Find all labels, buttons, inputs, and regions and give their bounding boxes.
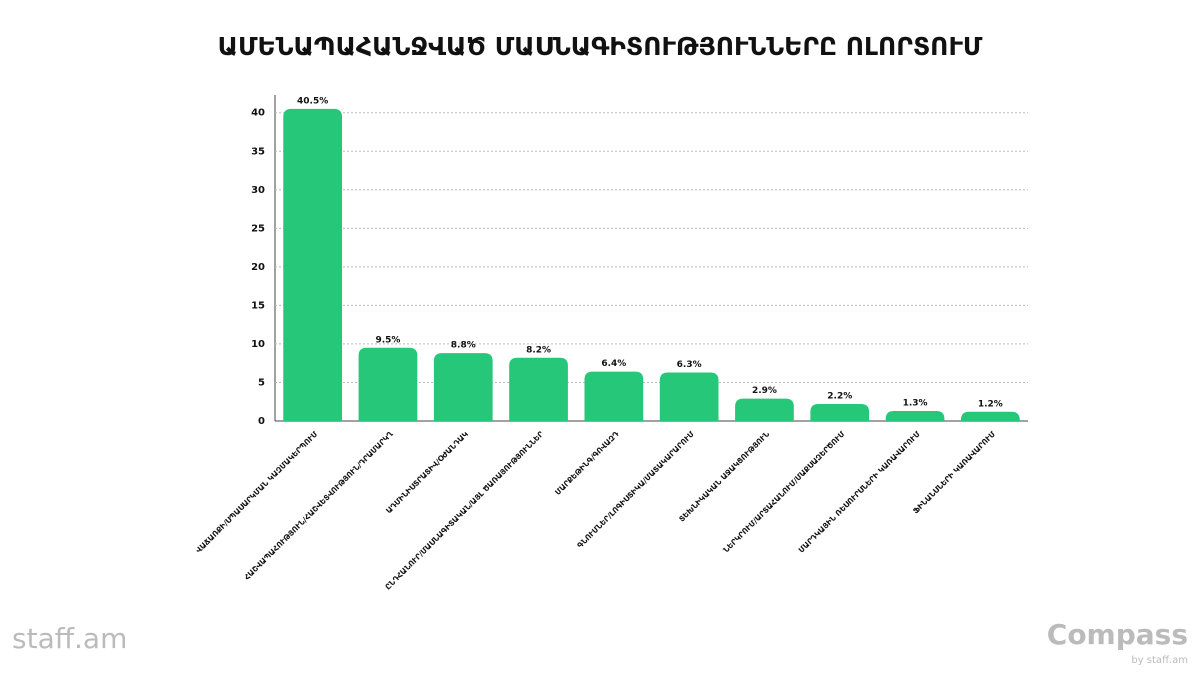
- x-tick-label: ԸՆԴՀԱՆՈՒՐ/ՄԱՍՆԱԳԻՏԱԿԱՆ/ԱՅԼ ԾԱՌԱՅՈՒԹՅՈՒՆՆ…: [383, 429, 545, 591]
- value-label: 1.2%: [978, 399, 1003, 409]
- x-tick-label: ՄԱՐՔԵԹԻՆԳ/ԳՈՎԱԶԴ: [553, 429, 621, 497]
- y-tick-label: 5: [258, 377, 265, 388]
- x-tick-label: ՀԱՇՎԱՊԱՀՈՒԹՅՈՒՆ/ՀԱՇՎԵՏՎՈՒԹՅՈՒՆ/ԴՐԱՄԱՐԿՂ: [242, 429, 395, 582]
- value-label: 9.5%: [375, 335, 400, 345]
- bar: [584, 371, 644, 421]
- value-label: 40.5%: [297, 96, 328, 106]
- x-tick-label: ՆԵՐԿՐՈՒՄ/ԱՐՏԱՀԱՆՈՒՄ/ՄԱՔՍԱԶԵՐԾՈՒՄ: [721, 429, 846, 554]
- chart-title: ԱՄԵՆԱՊԱՀԱՆՋՎԱԾ ՄԱՍՆԱԳԻՏՈՒԹՅՈՒՆՆԵՐԸ ՈԼՈՐՏ…: [218, 32, 983, 61]
- x-tick-label: ՎԱՃԱՌՔԻ/ՍՊԱՍԱՐԿՄԱՆ ԿԱԶՄԱԿԵՐՊՈՒՄ: [194, 429, 320, 555]
- bar: [885, 410, 945, 421]
- value-label: 8.2%: [526, 345, 551, 355]
- logo-right-sub: by staff.am: [1131, 655, 1188, 666]
- y-tick-label: 35: [251, 146, 265, 157]
- bar: [283, 108, 343, 421]
- bar: [659, 372, 719, 421]
- y-tick-label: 15: [251, 300, 265, 311]
- value-label: 2.2%: [827, 392, 852, 402]
- bar: [509, 357, 568, 421]
- bar: [433, 353, 493, 421]
- value-label: 1.3%: [903, 398, 928, 408]
- x-tick-label: ՖԻՆԱՆՍՆԵՐԻ ԿԱՌԱՎԱՐՈՒՄ: [911, 429, 997, 515]
- bar: [960, 411, 1020, 421]
- bar: [810, 404, 870, 421]
- logo-left: staff.am: [12, 622, 127, 655]
- y-tick-label: 30: [251, 185, 265, 196]
- bar: [735, 398, 794, 421]
- y-tick-label: 0: [258, 416, 265, 427]
- y-tick-label: 20: [251, 262, 265, 273]
- x-tick-label: ՄԱՐԴԿԱՅԻՆ ՌԵՍՈՒՐՍՆԵՐԻ ԿԱՌԱՎԱՐՈՒՄ: [797, 429, 922, 554]
- y-tick-label: 10: [251, 339, 265, 350]
- y-tick-label: 40: [251, 108, 265, 119]
- value-label: 2.9%: [752, 386, 777, 396]
- logo-right: Compass: [1047, 618, 1188, 651]
- value-label: 6.3%: [677, 360, 702, 370]
- y-tick-label: 25: [251, 223, 265, 234]
- bar: [358, 347, 418, 421]
- value-label: 8.8%: [451, 341, 476, 351]
- x-tick-label: ՏԵԽՆԻԿԱԿԱՆ ԱՋԱԿՑՈՒԹՅՈՒՆ: [677, 429, 772, 524]
- value-label: 6.4%: [601, 359, 626, 369]
- x-tick-label: ԱԴՄԻՆԻՍՏՐԱՏԻՎ/ՕԺԱՆԴԱԿ: [384, 429, 470, 515]
- x-tick-label: ԳՆՈՒՄՆԵՐ/ԼՈԳԻՍՏԻԿԱ/ՄԱՏԱԿԱՐԱՐՈՒՄ: [575, 429, 696, 550]
